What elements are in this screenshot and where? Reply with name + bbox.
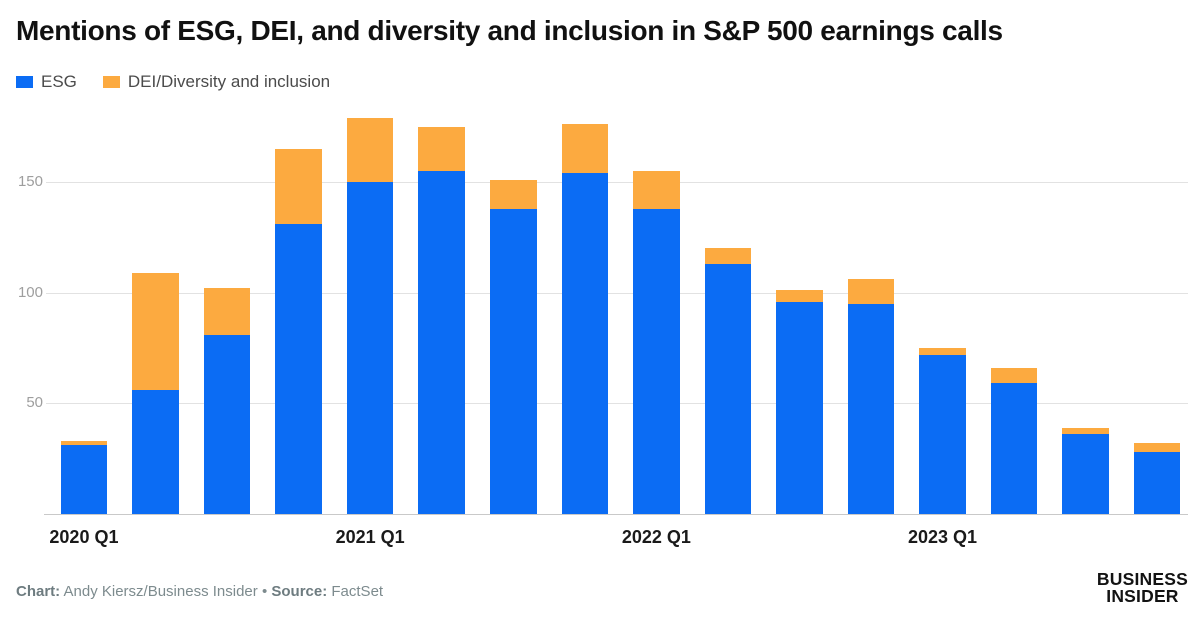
bar-segment-dei-2020-q1 [60, 440, 108, 446]
bar-segment-dei-2022-q2 [704, 248, 752, 264]
dei-swatch-icon [102, 76, 120, 88]
bar-segment-dei-2023-q1 [919, 348, 966, 355]
x-axis-label-2020-q1: 2020 Q1 [49, 527, 119, 547]
legend-label-dei: DEI/Diversity and inclusion [127, 72, 331, 91]
bar-segment-dei-2021-q4 [561, 124, 609, 174]
bar-segment-esg-2022-q4 [847, 303, 895, 514]
x-axis-label-2022-q1: 2022 Q1 [621, 527, 691, 547]
bar-segment-dei-2021-q2 [418, 126, 465, 171]
esg-swatch-icon [16, 76, 33, 88]
y-axis-tick-50: 50 [26, 394, 43, 412]
logo-line-1: BUSINESS [1096, 569, 1188, 589]
source-label: Source: [267, 583, 328, 600]
legend-label-esg: ESG [41, 72, 77, 91]
bar-segment-dei-2021-q3 [490, 179, 537, 209]
gridline-50 [46, 403, 1188, 405]
legend-item-esg: ESG [16, 72, 77, 92]
bar-segment-esg-2023-q4 [1133, 452, 1181, 514]
bar-segment-esg-2022-q2 [704, 263, 752, 514]
credits-line: Chart: Andy Kiersz/Business Insider • So… [16, 583, 383, 600]
x-axis-label-2021-q1: 2021 Q1 [335, 527, 405, 547]
bar-segment-dei-2020-q4 [275, 148, 322, 225]
bar-segment-esg-2023-q1 [919, 354, 966, 514]
bar-segment-esg-2020-q3 [203, 334, 251, 514]
y-axis-tick-100: 100 [17, 283, 43, 301]
bar-segment-esg-2023-q3 [1062, 434, 1109, 514]
bar-segment-esg-2021-q2 [418, 170, 465, 514]
business-insider-logo: BUSINESS INSIDER [1096, 569, 1188, 606]
bar-segment-esg-2022-q1 [633, 208, 680, 514]
chart-credit-label: Chart: [16, 583, 61, 600]
legend: ESG DEI/Diversity and inclusion [16, 72, 330, 92]
bar-segment-esg-2022-q3 [776, 301, 823, 514]
bar-segment-dei-2023-q4 [1133, 443, 1181, 453]
chart-credit-value: Andy Kiersz/Business Insider [60, 583, 262, 600]
bar-segment-dei-2022-q3 [776, 290, 823, 302]
x-axis-line [44, 514, 1188, 515]
chart-title: Mentions of ESG, DEI, and diversity and … [16, 15, 1003, 46]
bar-segment-dei-2023-q3 [1062, 427, 1109, 435]
logo-line-2: INSIDER [1106, 586, 1179, 606]
bar-segment-esg-2021-q3 [490, 208, 537, 514]
gridline-150 [46, 182, 1188, 183]
bar-segment-esg-2023-q2 [990, 383, 1038, 514]
y-axis-tick-150: 150 [17, 173, 43, 190]
bar-segment-dei-2020-q3 [203, 288, 251, 335]
bar-segment-esg-2021-q4 [561, 173, 609, 514]
legend-item-dei: DEI/Diversity and inclusion [102, 72, 331, 92]
source-value: FactSet [327, 583, 384, 600]
bar-segment-esg-2020-q2 [132, 390, 179, 514]
bar-segment-dei-2020-q2 [132, 272, 179, 391]
bar-segment-dei-2023-q2 [990, 367, 1038, 384]
bar-segment-esg-2021-q1 [346, 182, 394, 514]
credit-separator: • [261, 583, 268, 600]
gridline-100 [46, 292, 1188, 294]
bar-segment-esg-2020-q1 [60, 445, 108, 514]
bar-segment-dei-2022-q4 [847, 279, 895, 304]
bar-segment-dei-2022-q1 [633, 170, 680, 209]
bar-segment-esg-2020-q4 [275, 224, 322, 514]
x-axis-label-2023-q1: 2023 Q1 [908, 527, 978, 547]
bar-segment-dei-2021-q1 [346, 117, 394, 182]
